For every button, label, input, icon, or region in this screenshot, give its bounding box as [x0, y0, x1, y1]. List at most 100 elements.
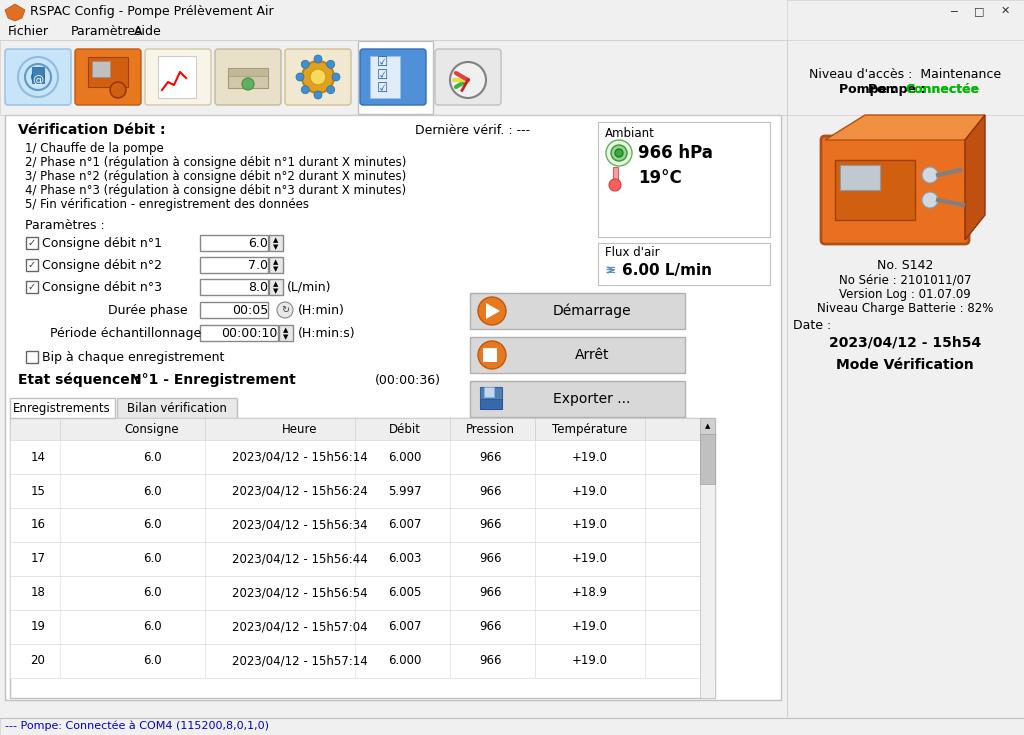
- Text: ▲: ▲: [706, 423, 711, 429]
- Text: 6.0: 6.0: [142, 484, 162, 498]
- Text: □: □: [974, 6, 984, 16]
- Circle shape: [922, 192, 938, 208]
- Circle shape: [314, 91, 322, 99]
- Text: (H:min:s): (H:min:s): [298, 326, 355, 340]
- FancyBboxPatch shape: [360, 49, 426, 105]
- Text: ☑: ☑: [378, 82, 389, 95]
- Text: 6.0: 6.0: [142, 587, 162, 600]
- Text: 966: 966: [479, 654, 502, 667]
- Circle shape: [314, 55, 322, 63]
- Text: Température: Température: [552, 423, 628, 436]
- Text: ✕: ✕: [1000, 6, 1010, 16]
- Text: 2023/04/12 - 15h56:34: 2023/04/12 - 15h56:34: [232, 518, 368, 531]
- Text: 16: 16: [31, 518, 45, 531]
- Bar: [840, 165, 880, 190]
- Text: Niveau Charge Batterie : 82%: Niveau Charge Batterie : 82%: [817, 301, 993, 315]
- Text: 6.007: 6.007: [388, 620, 422, 634]
- Text: 966: 966: [479, 451, 502, 464]
- FancyBboxPatch shape: [821, 136, 969, 244]
- Bar: [269, 279, 283, 295]
- Text: 2023/04/12 - 15h56:54: 2023/04/12 - 15h56:54: [232, 587, 368, 600]
- Text: ✓: ✓: [28, 260, 36, 270]
- Text: ≡: ≡: [605, 263, 616, 277]
- Text: (00:00:36): (00:00:36): [375, 373, 441, 387]
- Text: 5.997: 5.997: [388, 484, 422, 498]
- Text: N°1 - Enregistrement: N°1 - Enregistrement: [130, 373, 296, 387]
- Text: ▲: ▲: [284, 327, 289, 333]
- Text: 8.0: 8.0: [248, 281, 268, 293]
- Text: Vérification Débit :: Vérification Débit :: [18, 123, 166, 137]
- FancyBboxPatch shape: [215, 49, 281, 105]
- Text: ☑: ☑: [378, 56, 389, 68]
- Text: 966: 966: [479, 484, 502, 498]
- Bar: [10, 542, 715, 576]
- Text: 6.007: 6.007: [388, 518, 422, 531]
- Text: RSPAC Config - Pompe Prélèvement Air: RSPAC Config - Pompe Prélèvement Air: [30, 4, 273, 18]
- Text: 6.005: 6.005: [388, 587, 422, 600]
- Circle shape: [296, 73, 304, 81]
- Bar: [0, 40, 1024, 115]
- Text: 2023/04/12 - 15h57:14: 2023/04/12 - 15h57:14: [232, 654, 368, 667]
- Bar: [700, 434, 715, 484]
- Circle shape: [327, 60, 335, 68]
- Text: Consigne: Consigne: [125, 423, 179, 436]
- Bar: [10, 398, 115, 418]
- Circle shape: [332, 73, 340, 81]
- Text: +18.9: +18.9: [572, 587, 608, 600]
- Circle shape: [301, 60, 309, 68]
- Text: 17: 17: [31, 553, 45, 565]
- Text: 966: 966: [479, 620, 502, 634]
- Text: 2023/04/12 - 15h54: 2023/04/12 - 15h54: [828, 335, 981, 349]
- Bar: [117, 398, 237, 418]
- Text: ↻: ↻: [281, 305, 289, 315]
- Text: 15: 15: [31, 484, 45, 498]
- Bar: [10, 418, 715, 698]
- Bar: [200, 235, 268, 251]
- Text: 7.0: 7.0: [248, 259, 268, 271]
- FancyBboxPatch shape: [75, 49, 141, 105]
- Bar: [484, 387, 494, 397]
- Text: +19.0: +19.0: [572, 518, 608, 531]
- Text: Période échantillonnage: Période échantillonnage: [50, 326, 202, 340]
- Bar: [228, 68, 268, 88]
- Text: 2023/04/12 - 15h56:14: 2023/04/12 - 15h56:14: [232, 451, 368, 464]
- Text: 6.000: 6.000: [388, 451, 422, 464]
- FancyBboxPatch shape: [285, 49, 351, 105]
- Bar: [200, 279, 268, 295]
- Text: Exporter ...: Exporter ...: [553, 392, 631, 406]
- Text: 18: 18: [31, 587, 45, 600]
- Text: Connectée: Connectée: [905, 82, 979, 96]
- Text: Consigne débit n°3: Consigne débit n°3: [42, 281, 162, 293]
- Text: 2023/04/12 - 15h56:44: 2023/04/12 - 15h56:44: [232, 553, 368, 565]
- Text: Pompe :: Pompe :: [868, 82, 930, 96]
- Text: 966: 966: [479, 587, 502, 600]
- Bar: [943, 3, 963, 19]
- Text: Mode Vérification: Mode Vérification: [837, 358, 974, 372]
- Polygon shape: [965, 115, 985, 240]
- Bar: [200, 325, 278, 341]
- Text: 966 hPa: 966 hPa: [638, 144, 713, 162]
- Bar: [10, 508, 715, 542]
- Text: 6.0: 6.0: [142, 620, 162, 634]
- Bar: [10, 576, 715, 610]
- Circle shape: [310, 69, 326, 85]
- Bar: [158, 56, 196, 98]
- Circle shape: [450, 62, 486, 98]
- Text: Flux d'air: Flux d'air: [605, 245, 659, 259]
- Text: 2023/04/12 - 15h57:04: 2023/04/12 - 15h57:04: [232, 620, 368, 634]
- Bar: [470, 337, 685, 373]
- Bar: [26, 259, 38, 271]
- Text: +19.0: +19.0: [572, 484, 608, 498]
- Bar: [10, 418, 715, 440]
- Bar: [5, 115, 781, 700]
- Text: Consigne débit n°1: Consigne débit n°1: [42, 237, 162, 249]
- Text: @: @: [33, 75, 44, 85]
- Text: Bip à chaque enregistrement: Bip à chaque enregistrement: [42, 351, 224, 364]
- Circle shape: [606, 140, 632, 166]
- Text: +19.0: +19.0: [572, 620, 608, 634]
- Bar: [613, 167, 618, 183]
- Text: Pression: Pression: [466, 423, 514, 436]
- Bar: [200, 302, 268, 318]
- Bar: [787, 0, 1024, 735]
- Text: Débit: Débit: [389, 423, 421, 436]
